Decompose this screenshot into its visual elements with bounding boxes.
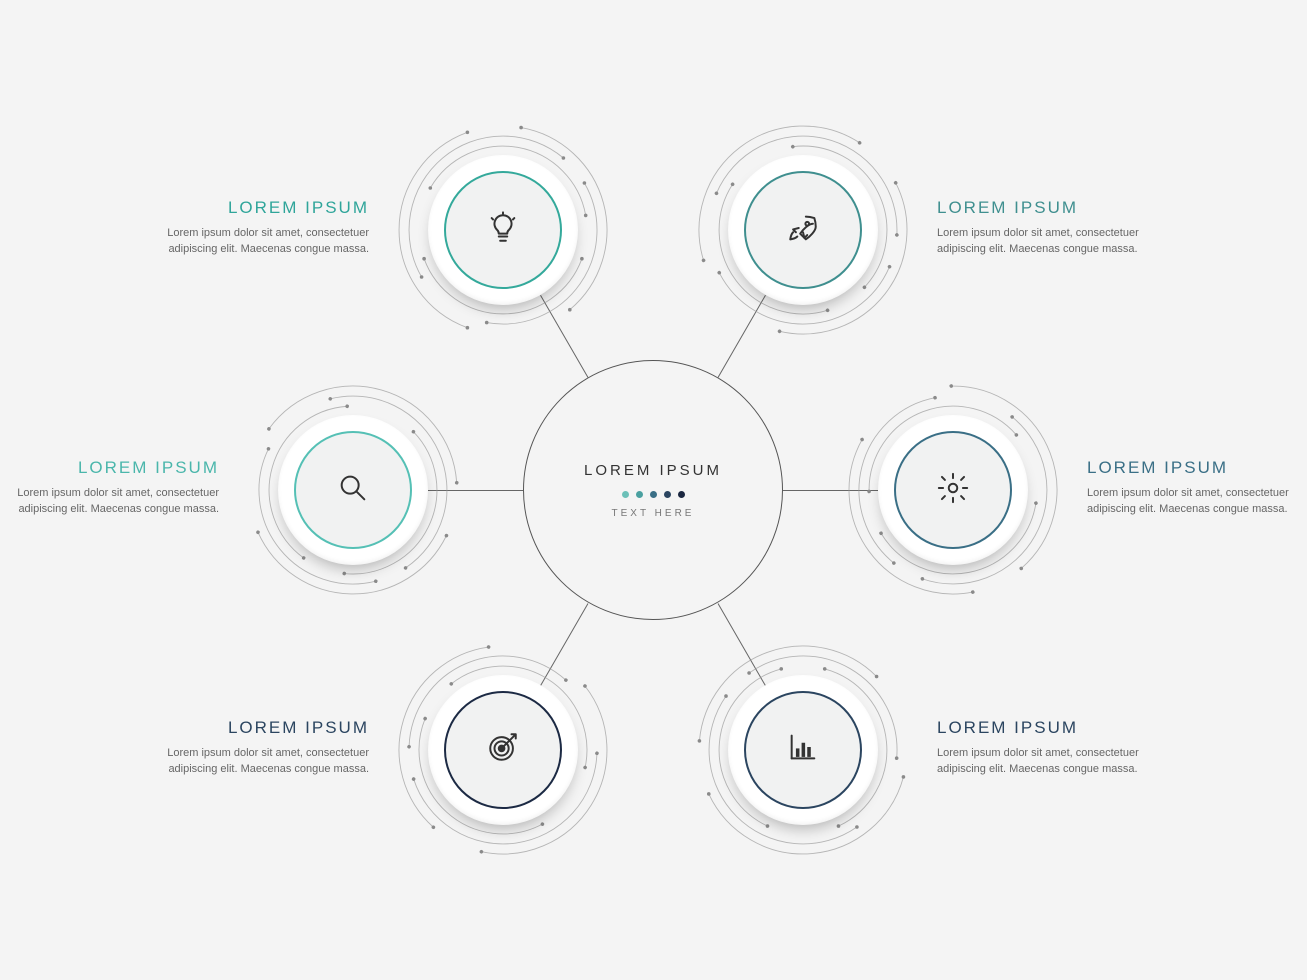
connector (718, 295, 766, 378)
node-n5 (428, 675, 578, 825)
connector (718, 603, 766, 686)
node-text-n4: LOREM IPSUM Lorem ipsum dolor sit amet, c… (1087, 458, 1307, 518)
connector (540, 603, 588, 686)
node-body: Lorem ipsum dolor sit amet, consectetuer… (139, 746, 369, 778)
node-n2 (728, 155, 878, 305)
node-inner-ring (294, 431, 412, 549)
node-inner-ring (744, 691, 862, 809)
node-title: LOREM IPSUM (139, 198, 369, 218)
node-title: LOREM IPSUM (937, 198, 1167, 218)
node-text-n5: LOREM IPSUM Lorem ipsum dolor sit amet, c… (139, 718, 369, 778)
node-body: Lorem ipsum dolor sit amet, consectetuer… (1087, 486, 1307, 518)
node-body: Lorem ipsum dolor sit amet, consectetuer… (937, 746, 1167, 778)
node-n6 (728, 675, 878, 825)
gear-icon (936, 471, 970, 510)
node-inner-ring (894, 431, 1012, 549)
node-text-n3: LOREM IPSUM Lorem ipsum dolor sit amet, c… (0, 458, 219, 518)
chart-icon (786, 730, 820, 769)
node-n4 (878, 415, 1028, 565)
node-title: LOREM IPSUM (139, 718, 369, 738)
connector (540, 295, 588, 378)
target-icon (486, 730, 520, 769)
node-body: Lorem ipsum dolor sit amet, consectetuer… (139, 226, 369, 258)
rocket-icon (786, 211, 820, 250)
center-dot (650, 491, 657, 498)
center-dot (622, 491, 629, 498)
node-body: Lorem ipsum dolor sit amet, consectetuer… (0, 486, 219, 518)
node-text-n2: LOREM IPSUM Lorem ipsum dolor sit amet, c… (937, 198, 1167, 258)
node-title: LOREM IPSUM (0, 458, 219, 478)
center-subtitle: TEXT HERE (612, 508, 695, 519)
center-title: LOREM IPSUM (584, 462, 722, 479)
node-n3 (278, 415, 428, 565)
node-title: LOREM IPSUM (1087, 458, 1307, 478)
search-icon (336, 471, 370, 510)
node-text-n6: LOREM IPSUM Lorem ipsum dolor sit amet, c… (937, 718, 1167, 778)
node-n1 (428, 155, 578, 305)
center-dot (678, 491, 685, 498)
node-title: LOREM IPSUM (937, 718, 1167, 738)
node-text-n1: LOREM IPSUM Lorem ipsum dolor sit amet, c… (139, 198, 369, 258)
node-inner-ring (444, 171, 562, 289)
center-dot (664, 491, 671, 498)
infographic-stage: LOREM IPSUM TEXT HERE LOREM IPSUM Lorem ip… (0, 0, 1307, 980)
connector (783, 490, 878, 491)
center-dots (622, 491, 685, 498)
node-body: Lorem ipsum dolor sit amet, consectetuer… (937, 226, 1167, 258)
node-inner-ring (744, 171, 862, 289)
bulb-icon (486, 211, 520, 250)
connector (428, 490, 523, 491)
node-inner-ring (444, 691, 562, 809)
center-circle: LOREM IPSUM TEXT HERE (523, 360, 783, 620)
center-dot (636, 491, 643, 498)
